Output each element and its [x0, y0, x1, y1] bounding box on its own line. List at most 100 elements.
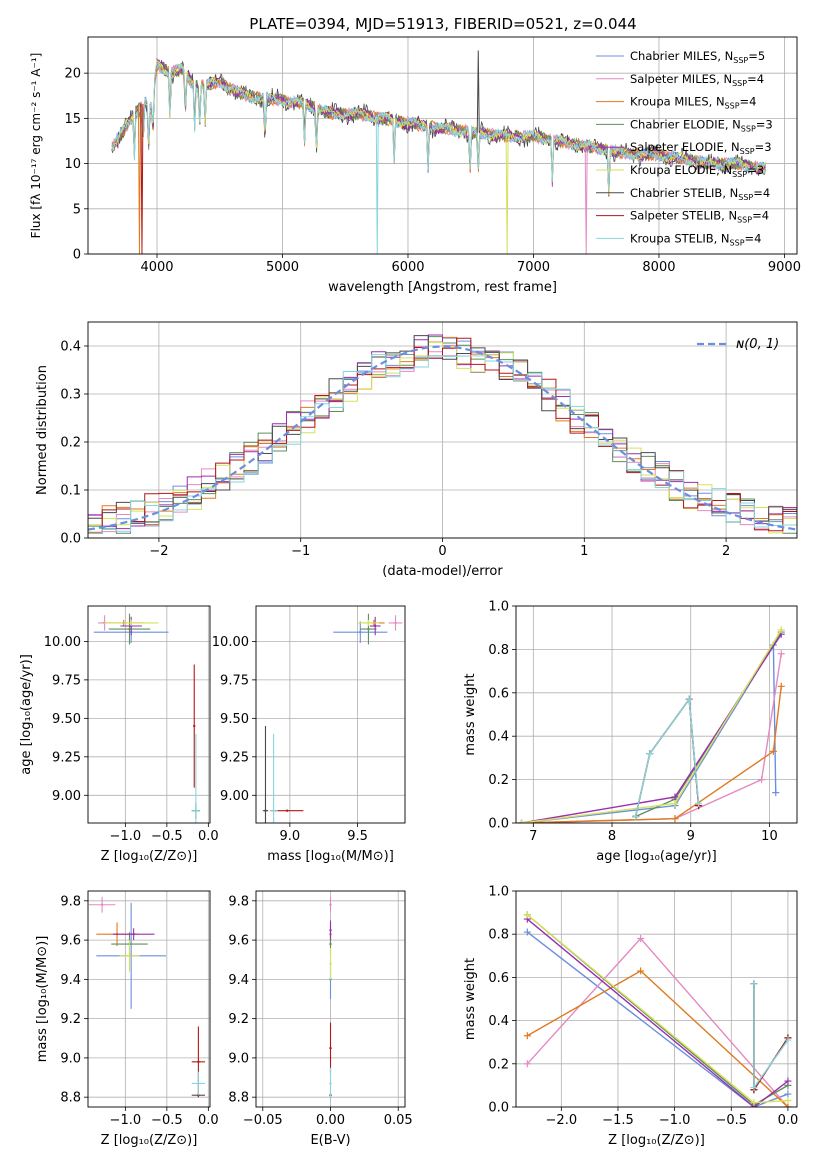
x-axis-label: Z [log₁₀(Z/Z⊙)] [101, 1133, 198, 1148]
series-line [526, 918, 789, 1107]
legend-text: =3 [747, 163, 764, 177]
data-point [329, 942, 332, 946]
x-tick-label: 5000 [266, 260, 299, 275]
x-tick-label: 9 [687, 829, 695, 844]
series-marker [523, 911, 531, 919]
axes-frame [515, 605, 798, 824]
legend-entry: Chabrier MILES, NSSP=5 [630, 49, 765, 65]
y-tick-label: 8.8 [228, 1091, 249, 1106]
legend-text: =4 [740, 95, 757, 109]
y-tick-label: 0.3 [60, 388, 81, 403]
x-tick-label: 9.0 [280, 829, 301, 844]
histogram-step [88, 354, 797, 538]
x-axis-label: Z [log₁₀(Z/Z⊙)] [608, 1133, 705, 1148]
y-tick-label: 9.8 [228, 894, 249, 909]
legend-entry: Salpeter STELIB, NSSP=4 [630, 209, 769, 225]
series-marker [523, 1060, 531, 1068]
series-marker [784, 1077, 792, 1085]
x-tick-label: 0.0 [198, 1113, 219, 1128]
spectrum-spike [476, 50, 480, 133]
series-marker [685, 695, 693, 703]
y-tick-label: 0.6 [488, 686, 509, 701]
data-point [367, 627, 370, 631]
data-point [329, 929, 332, 932]
legend-text: Chabrier MILES, N [630, 49, 733, 63]
legend-subscript: SSP [738, 193, 753, 202]
series-marker [784, 1097, 792, 1105]
series-marker [695, 799, 703, 807]
legend-text: Salpeter ELODIE, N [630, 140, 740, 154]
y-tick-label: 0.1 [60, 484, 81, 499]
y-tick-label: 9.75 [220, 673, 249, 688]
data-point [394, 621, 397, 625]
y-tick-label: 9.0 [60, 1051, 81, 1066]
x-tick-label: −1.0 [659, 1113, 691, 1128]
y-tick-label: 0.0 [488, 817, 509, 832]
legend-text: Kroupa MILES, N [630, 95, 725, 109]
legend-subscript: SSP [732, 79, 747, 88]
data-point [100, 903, 104, 906]
series-marker [750, 1099, 758, 1107]
data-point [374, 624, 377, 628]
normal-curve [88, 345, 797, 531]
legend-subscript: SSP [730, 238, 745, 247]
spectrum-spike [505, 136, 509, 254]
data-point [272, 809, 275, 812]
y-tick-label: 0.2 [60, 436, 81, 451]
x-tick-label: 9.5 [347, 829, 368, 844]
x-tick-label: −0.5 [151, 1113, 183, 1128]
legend-text: =4 [753, 186, 770, 200]
series-marker [784, 1090, 792, 1098]
spectrum-spike [137, 107, 141, 254]
y-tick-label: 0.8 [488, 643, 509, 658]
x-axis-label: mass [log₁₀(M/M⊙)] [267, 849, 394, 864]
data-point [329, 1046, 332, 1050]
legend-text: Salpeter STELIB, N [630, 209, 737, 223]
spectrum-line [111, 59, 766, 191]
series-line [526, 914, 789, 1106]
x-tick-label: 7 [529, 829, 537, 844]
data-point [193, 724, 196, 728]
y-tick-label: 0.4 [488, 1014, 509, 1029]
y-tick-label: 9.50 [220, 712, 249, 727]
axes-frame [87, 321, 798, 539]
legend-subscript: SSP [732, 170, 747, 179]
axes-frame [87, 36, 798, 255]
spectrum-line [111, 63, 766, 189]
x-tick-label: −0.05 [243, 1113, 283, 1128]
data-point [132, 933, 135, 936]
series-marker [646, 750, 654, 758]
series-line [634, 697, 700, 817]
data-point [367, 621, 370, 625]
x-axis-label: Z [log₁₀(Z/Z⊙)] [101, 849, 198, 864]
data-point [197, 1060, 200, 1064]
y-tick-label: 5 [73, 202, 81, 217]
y-tick-label: 8.8 [60, 1091, 81, 1106]
mass-vs-metallicity-panel: −1.0 −0.5 0.0 8.8 9.0 9.2 9.4 9.6 9.8 Z [log₁₀(Z/… [35, 890, 219, 1148]
y-tick-label: 9.00 [220, 789, 249, 804]
x-tick-label: −2 [149, 544, 168, 559]
data-point [128, 954, 131, 957]
x-tick-label: 0.00 [316, 1113, 345, 1128]
y-tick-label: 1.0 [488, 600, 509, 615]
y-axis-label: mass weight [463, 958, 478, 1040]
series-marker [523, 1032, 531, 1040]
series-line [521, 633, 782, 823]
legend-entry: Salpeter ELODIE, NSSP=3 [630, 140, 772, 156]
x-tick-label: 0.0 [198, 829, 219, 844]
series-line [521, 629, 782, 823]
series-line [521, 642, 777, 823]
series-line [526, 914, 788, 1104]
spectrum-spike [375, 117, 379, 254]
legend-entry: Chabrier STELIB, NSSP=4 [630, 186, 770, 202]
series-marker [671, 815, 679, 823]
mass-vs-ebv-panel: −0.05 0.00 0.05 8.8 9.0 9.2 9.4 9.6 9.8 E(B-V) [228, 890, 413, 1148]
x-tick-label: −0.5 [715, 1113, 747, 1128]
legend-text: Chabrier STELIB, N [630, 186, 738, 200]
y-tick-label: 9.4 [228, 973, 249, 988]
legend-text: =4 [752, 209, 769, 223]
legend-text: =4 [745, 231, 762, 245]
y-tick-label: 0.4 [488, 730, 509, 745]
y-axis-label: mass [log₁₀(M/M⊙)] [35, 936, 50, 1063]
